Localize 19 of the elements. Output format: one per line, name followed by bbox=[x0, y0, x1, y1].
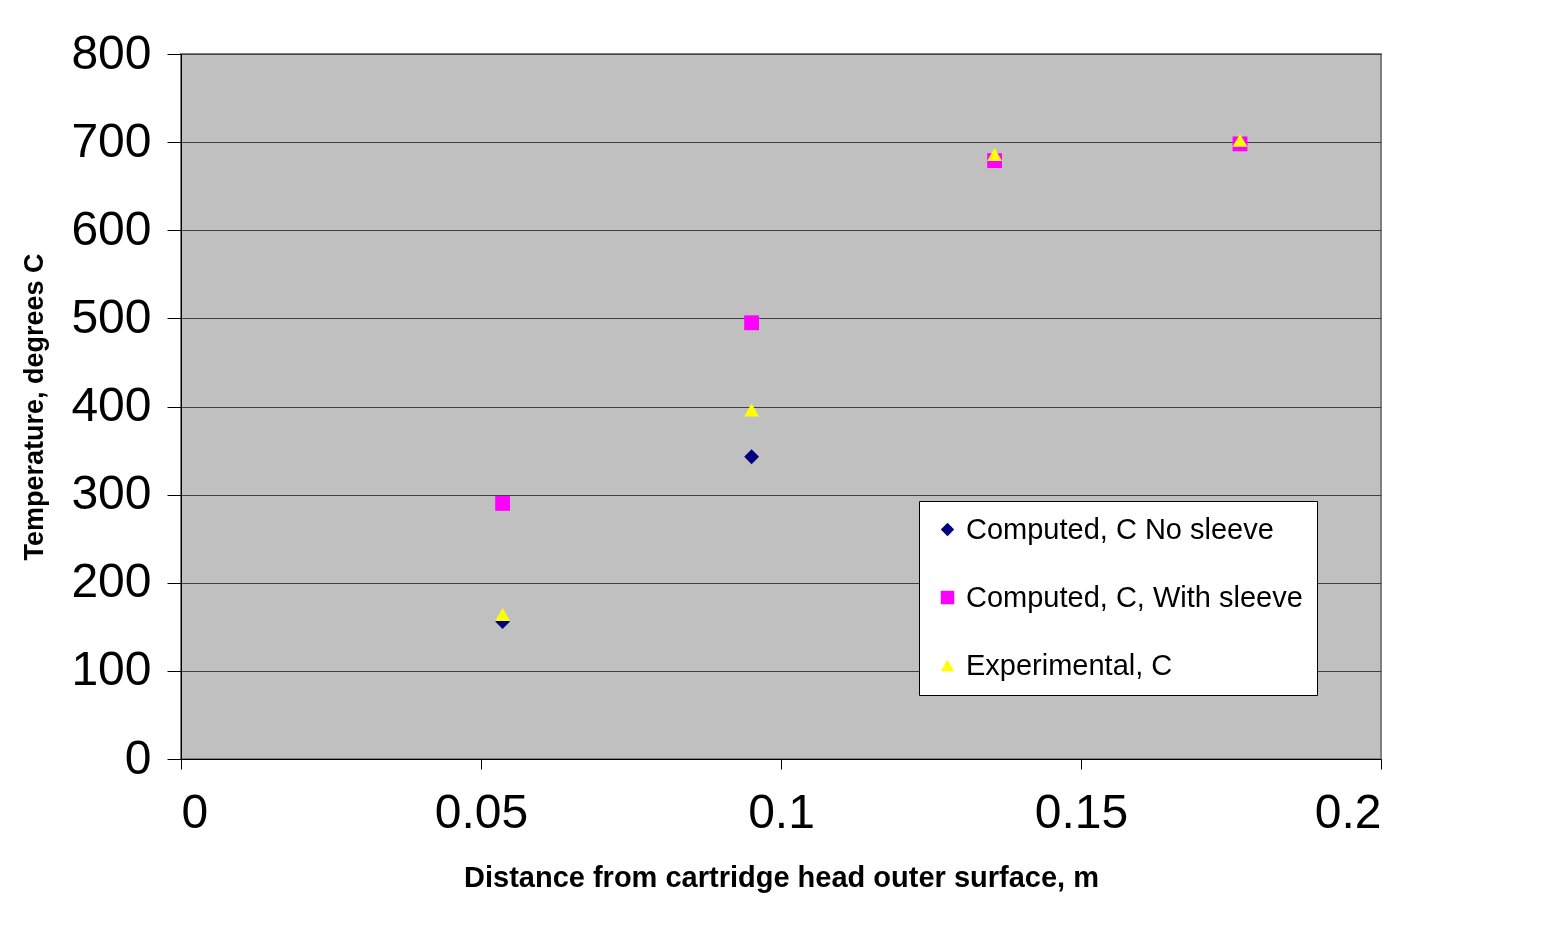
y-tick-label: 300 bbox=[71, 466, 152, 520]
y-tick-label: 800 bbox=[71, 25, 152, 79]
x-tick-label: 0 bbox=[181, 784, 209, 838]
y-tick-label: 0 bbox=[124, 730, 152, 784]
y-axis-title: Temperature, degrees C bbox=[19, 253, 50, 561]
x-tick-label: 0.1 bbox=[748, 784, 815, 838]
y-tick-label: 100 bbox=[71, 642, 152, 696]
x-tick-label: 0.05 bbox=[434, 784, 529, 838]
legend-label: Computed, C, With sleeve bbox=[966, 580, 1303, 613]
y-tick-label: 500 bbox=[71, 289, 152, 343]
x-axis-title: Distance from cartridge head outer surface, m bbox=[464, 860, 1099, 893]
y-tick-label: 700 bbox=[71, 113, 152, 167]
y-tick-label: 600 bbox=[71, 201, 152, 255]
x-tick-label: 0.2 bbox=[1314, 784, 1382, 838]
legend-label: Computed, C No sleeve bbox=[966, 512, 1274, 545]
x-tick-label: 0.15 bbox=[1034, 784, 1129, 838]
legend-label: Experimental, C bbox=[966, 648, 1173, 681]
y-tick-label: 200 bbox=[71, 554, 152, 608]
y-tick-label: 400 bbox=[71, 378, 152, 431]
